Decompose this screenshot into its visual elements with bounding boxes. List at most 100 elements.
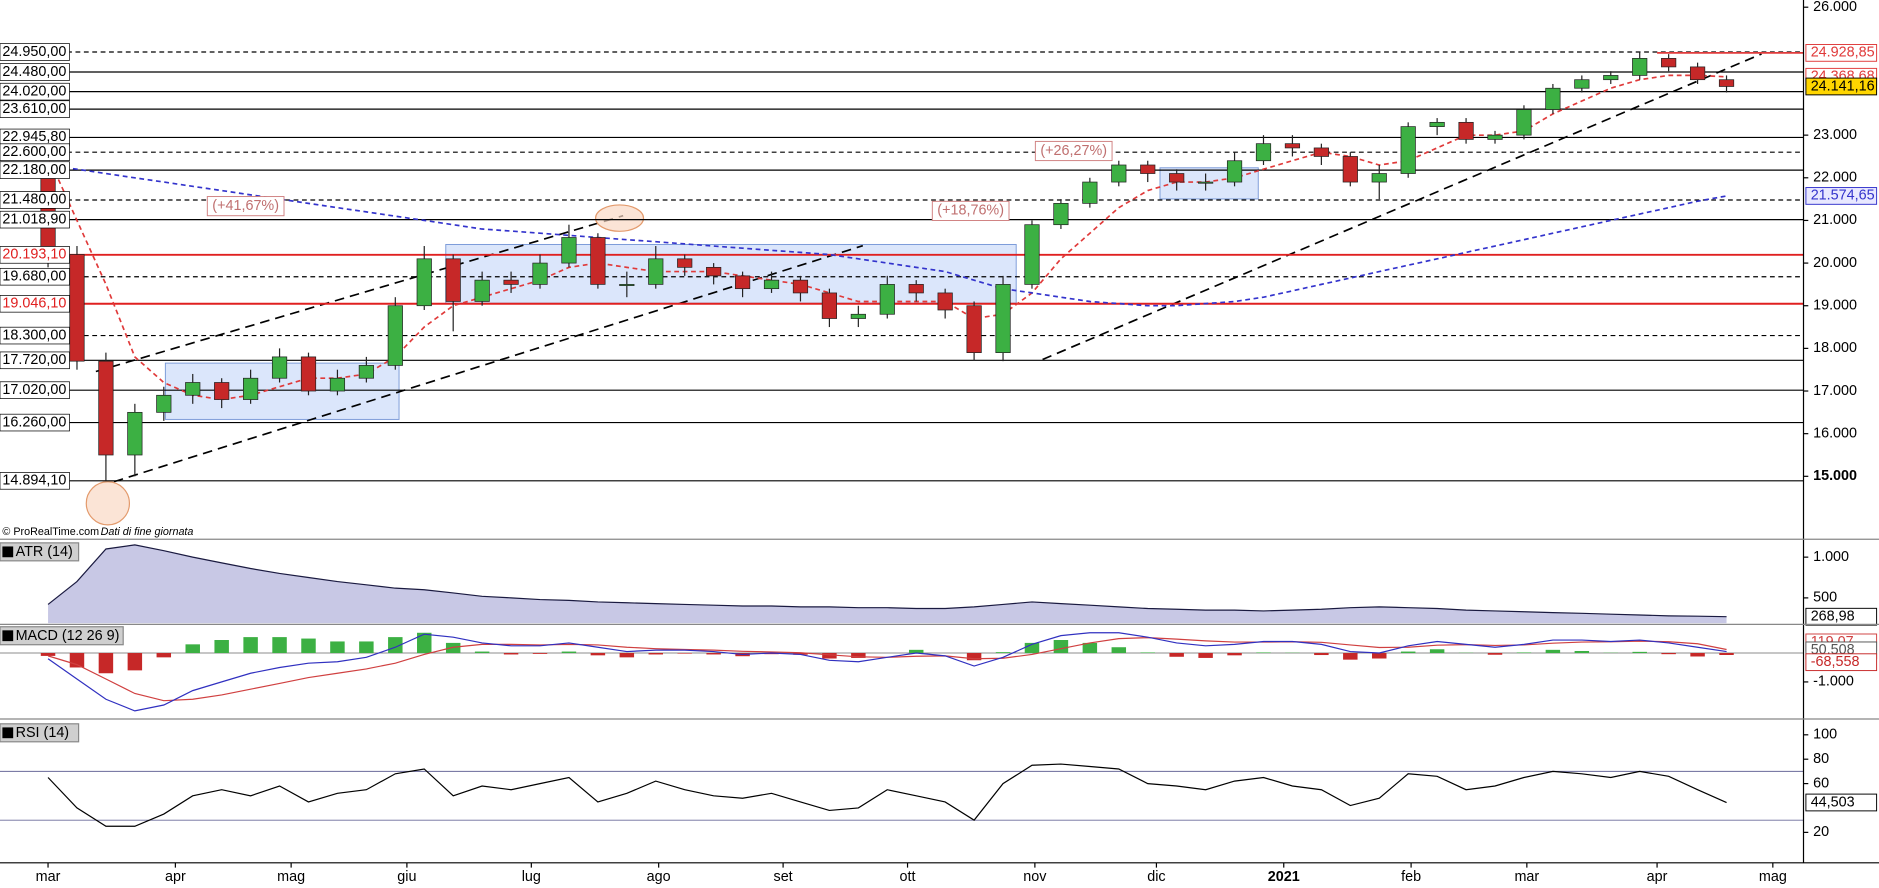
histogram-bar [1140, 652, 1155, 654]
candle-body [1545, 87, 1561, 110]
histogram-bar [1111, 647, 1127, 654]
candle-body [1226, 160, 1243, 183]
histogram-bar [677, 653, 692, 654]
histogram-bar [590, 653, 606, 656]
candle-body [1284, 143, 1301, 149]
level-label-box [0, 246, 70, 264]
candle-body [1082, 181, 1098, 204]
x-tick-label: ott [900, 869, 916, 885]
y-tick-label: 18.000 [1813, 340, 1857, 356]
histogram-bar [1169, 653, 1184, 657]
histogram-bar [1372, 653, 1387, 659]
candle-body [1574, 79, 1590, 89]
candle-body [445, 258, 461, 302]
candle-body [619, 284, 635, 286]
annotation: (+26,27%) [1040, 143, 1107, 159]
level-label-box [0, 381, 70, 399]
x-tick-label: mar [36, 869, 61, 885]
candle-body [474, 279, 490, 302]
candle-body [1198, 181, 1214, 184]
candle-body [561, 237, 577, 264]
x-tick-label: giu [397, 869, 416, 885]
histogram-bar [156, 653, 172, 658]
histogram-bar [908, 649, 924, 654]
histogram-bar [706, 653, 721, 655]
x-tick-label: apr [165, 869, 186, 885]
candle-body [300, 356, 317, 392]
level-label: 22.945,80 [2, 129, 66, 145]
panel-title-icon [2, 546, 14, 558]
candle-body [1342, 156, 1358, 183]
atr-label: 268,98 [1811, 609, 1855, 625]
histogram-bar [1545, 649, 1561, 654]
candle-body [1169, 173, 1185, 183]
level-label: 24.020,00 [2, 83, 66, 99]
histogram-bar [445, 642, 461, 654]
y-tick-label: 19.000 [1813, 298, 1857, 314]
candle-body [1400, 126, 1416, 174]
level-label-box [0, 326, 70, 345]
level-label-box [0, 63, 70, 81]
histogram-bar [1198, 653, 1213, 658]
macd-line [47, 632, 1727, 712]
stop-label-box [1805, 44, 1878, 62]
histogram-bar [532, 653, 548, 654]
candle-body [706, 266, 722, 277]
y-tick-label: 20 [1813, 824, 1829, 840]
panel-title: RSI (14) [16, 725, 70, 741]
histogram-label-box [1805, 653, 1878, 672]
histogram-bar [1314, 653, 1329, 656]
histogram-bar [851, 653, 866, 658]
level-label: 20.193,10 [2, 247, 66, 263]
histogram-bar [1632, 651, 1647, 654]
level-label-box [0, 295, 70, 313]
x-tick-label: apr [1647, 869, 1668, 885]
panel-title-box [0, 626, 124, 646]
candle-body [329, 377, 346, 392]
histogram-bar [995, 652, 1011, 654]
candle-body [69, 254, 85, 362]
level-label: 22.600,00 [2, 144, 66, 160]
histogram-bar [1227, 653, 1242, 656]
candle-body [1429, 121, 1445, 127]
level-label-box [0, 191, 70, 209]
x-tick-label: dic [1147, 869, 1165, 885]
x-tick-label: set [774, 869, 793, 885]
y-tick-label: 100 [1813, 727, 1837, 743]
candle-body [850, 313, 866, 319]
level-label: 24.480,00 [2, 64, 66, 80]
y-tick-label: 80 [1813, 751, 1829, 767]
histogram-bar [966, 653, 982, 661]
rsi-label: 44,503 [1811, 794, 1855, 810]
histogram-bar [1574, 650, 1590, 654]
x-tick-label: ago [647, 869, 671, 885]
level-label: 23.610,00 [2, 101, 66, 117]
panel-title-icon [2, 630, 14, 642]
level-label: 17.720,00 [2, 352, 66, 368]
x-tick-label: mag [277, 869, 305, 885]
candle-body [387, 305, 403, 366]
histogram-bar [1719, 653, 1734, 655]
candle-body [1487, 134, 1503, 140]
histogram-bar [359, 641, 374, 654]
level-label-box [0, 413, 70, 432]
level-label-box [0, 43, 70, 61]
histogram-bar [301, 638, 316, 654]
candle-body [1140, 164, 1156, 174]
y-tick-label: 500 [1813, 590, 1837, 606]
candle-body [908, 284, 924, 294]
candle-body [937, 292, 953, 311]
annotation-box [206, 196, 285, 217]
source: © ProRealTime.com [2, 526, 99, 538]
panel-title-box [0, 542, 80, 562]
highlight-circle [594, 204, 645, 232]
level-label-box [0, 210, 70, 229]
candle-body [1689, 66, 1706, 81]
x-tick-label: mag [1759, 869, 1787, 885]
histogram-bar [764, 653, 779, 655]
histogram-bar [648, 653, 664, 655]
histogram-bar [1024, 642, 1040, 654]
note: Dati di fine giornata [101, 526, 194, 538]
y-tick-label: 1.000 [1813, 549, 1849, 565]
